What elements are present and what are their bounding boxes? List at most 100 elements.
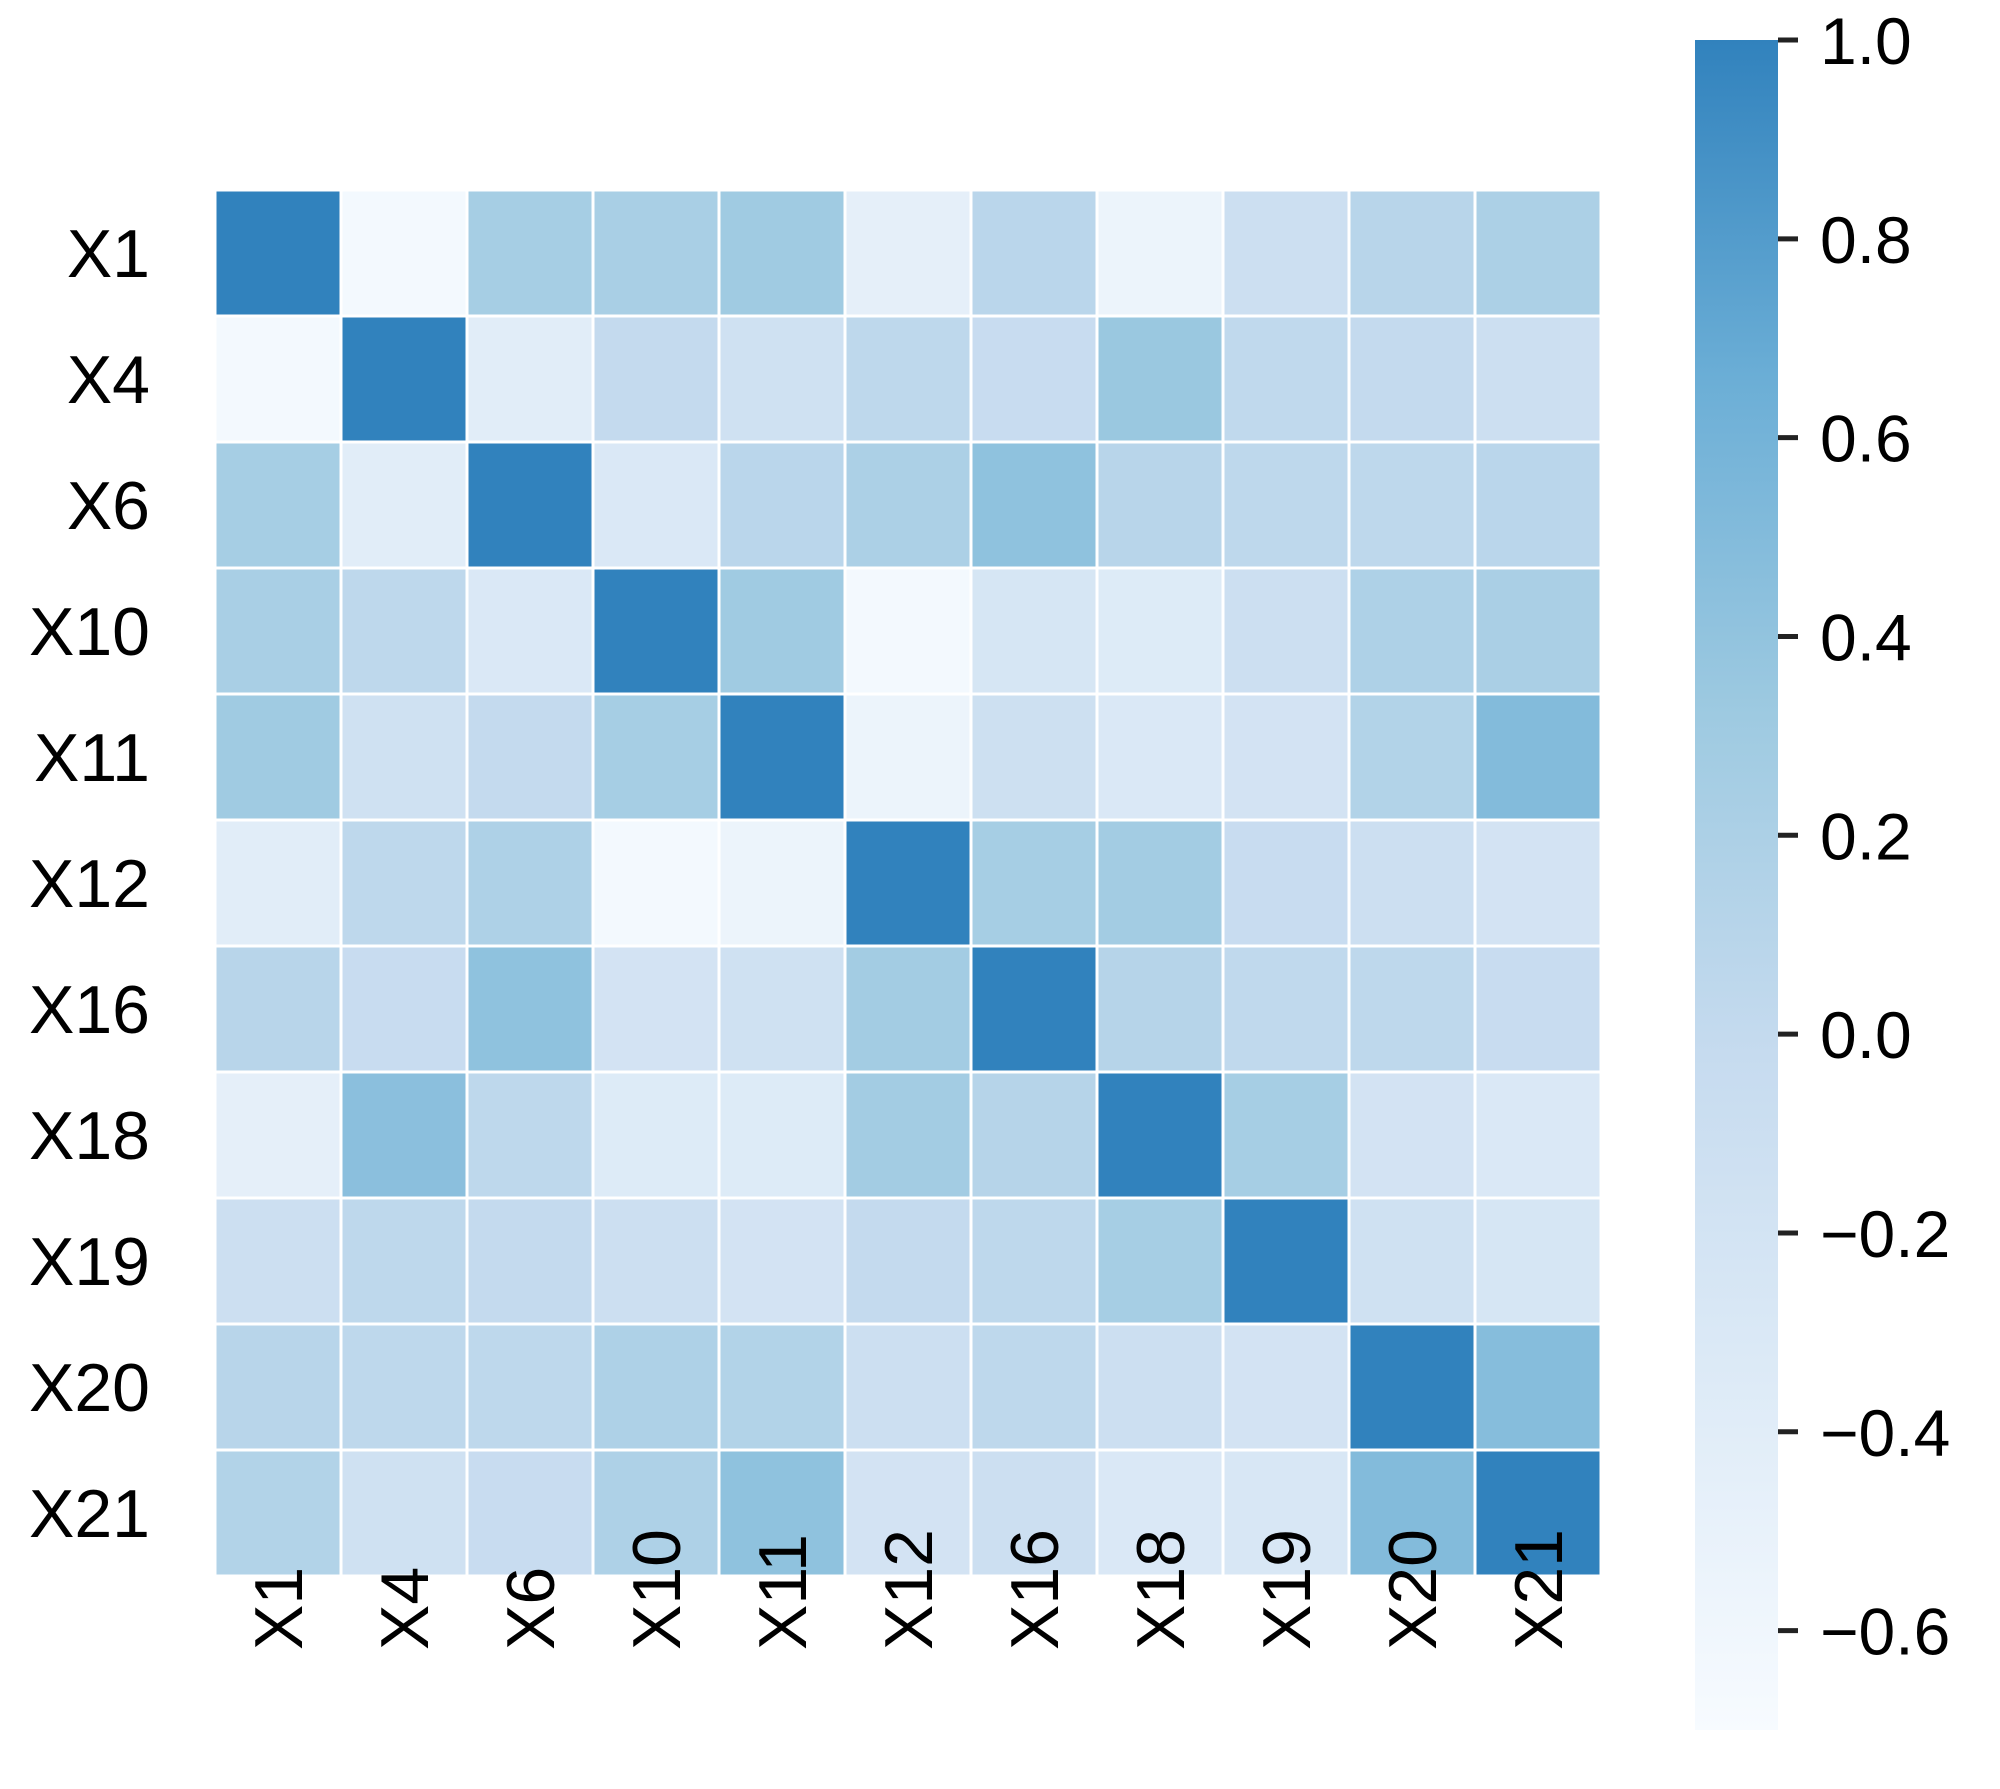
- heatmap-cell-X16-X16: [969, 944, 1099, 1074]
- heatmap-cell-X4-X18: [1095, 314, 1225, 444]
- y-tick-label: X12: [29, 846, 150, 922]
- heatmap-cell-X1-X19: [1221, 188, 1351, 318]
- heatmap-cell-X6-X20: [1347, 440, 1477, 570]
- y-tick-label: X1: [67, 216, 150, 292]
- heatmap-cell-X21-X12: [843, 1448, 973, 1578]
- heatmap-cell-X20-X21: [1473, 1322, 1603, 1452]
- heatmap-cells: [213, 188, 1603, 1578]
- y-tick-label: X4: [67, 342, 150, 418]
- heatmap-cell-X19-X10: [591, 1196, 721, 1326]
- heatmap-cell-X6-X6: [465, 440, 595, 570]
- heatmap-cell-X11-X16: [969, 692, 1099, 822]
- x-tick-label: X18: [1123, 1529, 1199, 1650]
- heatmap-cell-X1-X1: [213, 188, 343, 318]
- y-tick-label: X20: [29, 1350, 150, 1426]
- heatmap-cell-X11-X20: [1347, 692, 1477, 822]
- heatmap-cell-X19-X19: [1221, 1196, 1351, 1326]
- heatmap-cell-X18-X1: [213, 1070, 343, 1200]
- x-tick-label: X11: [745, 1534, 821, 1650]
- heatmap-cell-X16-X18: [1095, 944, 1225, 1074]
- heatmap-cell-X10-X21: [1473, 566, 1603, 696]
- heatmap-cell-X16-X11: [717, 944, 847, 1074]
- heatmap-cell-X19-X4: [339, 1196, 469, 1326]
- heatmap-cell-X12-X10: [591, 818, 721, 948]
- heatmap-cell-X18-X12: [843, 1070, 973, 1200]
- heatmap-cell-X6-X16: [969, 440, 1099, 570]
- heatmap-cell-X6-X4: [339, 440, 469, 570]
- heatmap-cell-X10-X1: [213, 566, 343, 696]
- y-axis-labels: X1 X4 X6 X10 X11 X12 X16 X18 X19 X20 X21: [29, 216, 150, 1552]
- colorbar-tick-label: 0.6: [1820, 402, 1912, 476]
- heatmap-cell-X19-X20: [1347, 1196, 1477, 1326]
- colorbar-tick-label: −0.2: [1820, 1197, 1950, 1271]
- y-tick-label: X6: [67, 468, 150, 544]
- heatmap-cell-X4-X12: [843, 314, 973, 444]
- heatmap-cell-X11-X18: [1095, 692, 1225, 822]
- heatmap-cell-X21-X19: [1221, 1448, 1351, 1578]
- heatmap-cell-X11-X21: [1473, 692, 1603, 822]
- heatmap-cell-X18-X10: [591, 1070, 721, 1200]
- heatmap-cell-X21-X11: [717, 1448, 847, 1578]
- heatmap-cell-X1-X6: [465, 188, 595, 318]
- heatmap-cell-X4-X1: [213, 314, 343, 444]
- heatmap-cell-X20-X1: [213, 1322, 343, 1452]
- heatmap-cell-X4-X16: [969, 314, 1099, 444]
- heatmap-cell-X16-X21: [1473, 944, 1603, 1074]
- heatmap-cell-X4-X11: [717, 314, 847, 444]
- heatmap-cell-X12-X1: [213, 818, 343, 948]
- x-tick-label: X20: [1375, 1529, 1451, 1650]
- heatmap-cell-X12-X6: [465, 818, 595, 948]
- heatmap-cell-X19-X21: [1473, 1196, 1603, 1326]
- x-tick-label: X12: [871, 1529, 947, 1650]
- heatmap-cell-X21-X6: [465, 1448, 595, 1578]
- colorbar-tick-label: 0.0: [1820, 998, 1912, 1072]
- heatmap-cell-X10-X12: [843, 566, 973, 696]
- heatmap-cell-X10-X4: [339, 566, 469, 696]
- heatmap-cell-X19-X6: [465, 1196, 595, 1326]
- heatmap-cell-X20-X20: [1347, 1322, 1477, 1452]
- heatmap-cell-X10-X20: [1347, 566, 1477, 696]
- colorbar-ticks: 1.0 0.8 0.6 0.4 0.2 0.0 −0.2 −0.4 −0.6: [1778, 4, 1950, 1669]
- colorbar-tick-label: −0.4: [1820, 1396, 1950, 1470]
- heatmap-cell-X1-X4: [339, 188, 469, 318]
- heatmap-cell-X1-X11: [717, 188, 847, 318]
- colorbar: 1.0 0.8 0.6 0.4 0.2 0.0 −0.2 −0.4 −0.6: [1695, 4, 1950, 1730]
- heatmap-cell-X20-X4: [339, 1322, 469, 1452]
- heatmap-cell-X19-X18: [1095, 1196, 1225, 1326]
- heatmap-cell-X21-X18: [1095, 1448, 1225, 1578]
- heatmap-cell-X11-X4: [339, 692, 469, 822]
- heatmap-cell-X20-X11: [717, 1322, 847, 1452]
- x-tick-label: X1: [241, 1567, 317, 1650]
- heatmap-cell-X4-X6: [465, 314, 595, 444]
- heatmap-cell-X10-X19: [1221, 566, 1351, 696]
- heatmap-cell-X4-X10: [591, 314, 721, 444]
- heatmap-cell-X20-X16: [969, 1322, 1099, 1452]
- heatmap-cell-X1-X21: [1473, 188, 1603, 318]
- y-tick-label: X11: [34, 720, 150, 796]
- heatmap-cell-X11-X1: [213, 692, 343, 822]
- heatmap-cell-X19-X11: [717, 1196, 847, 1326]
- y-tick-label: X16: [29, 972, 150, 1048]
- y-tick-label: X10: [29, 594, 150, 670]
- colorbar-tick-label: 0.4: [1820, 600, 1912, 674]
- heatmap-cell-X4-X19: [1221, 314, 1351, 444]
- heatmap-cell-X16-X19: [1221, 944, 1351, 1074]
- x-tick-label: X6: [493, 1567, 569, 1650]
- heatmap-cell-X18-X19: [1221, 1070, 1351, 1200]
- heatmap-cell-X20-X6: [465, 1322, 595, 1452]
- heatmap-cell-X6-X10: [591, 440, 721, 570]
- heatmap-cell-X21-X4: [339, 1448, 469, 1578]
- heatmap-cell-X10-X16: [969, 566, 1099, 696]
- heatmap-cell-X21-X10: [591, 1448, 721, 1578]
- heatmap-cell-X19-X16: [969, 1196, 1099, 1326]
- heatmap-cell-X18-X21: [1473, 1070, 1603, 1200]
- x-axis-labels: X1 X4 X6 X10 X11 X12 X16 X18 X19 X20 X21: [241, 1529, 1577, 1650]
- heatmap-cell-X10-X6: [465, 566, 595, 696]
- heatmap-cell-X6-X21: [1473, 440, 1603, 570]
- heatmap-cell-X10-X11: [717, 566, 847, 696]
- heatmap-cell-X6-X11: [717, 440, 847, 570]
- heatmap-cell-X20-X19: [1221, 1322, 1351, 1452]
- heatmap-cell-X11-X11: [717, 692, 847, 822]
- heatmap-cell-X18-X6: [465, 1070, 595, 1200]
